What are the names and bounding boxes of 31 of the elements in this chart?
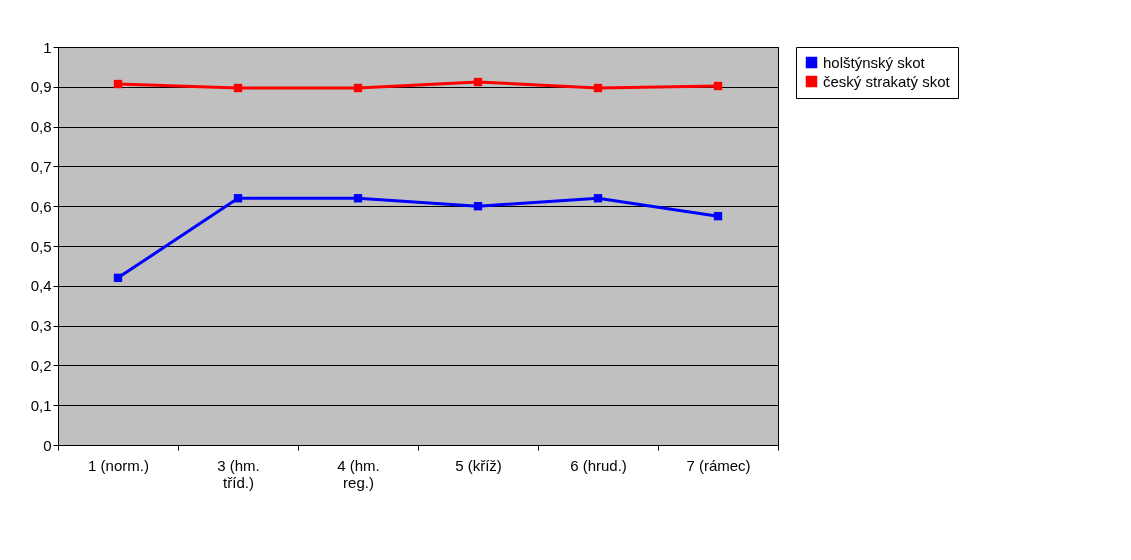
legend-label: holštýnský skot	[823, 53, 926, 71]
x-tick-label: 3 (hm. tříd.)	[217, 456, 260, 491]
y-tick-label: 0,8	[30, 118, 52, 136]
point	[113, 273, 123, 283]
point	[353, 194, 363, 203]
y-tick-label: 1	[43, 38, 52, 56]
point	[593, 194, 603, 203]
x-tick-label: 7 (rámec)	[686, 456, 751, 474]
point	[713, 211, 723, 221]
y-tick-label: 0,6	[30, 197, 52, 215]
y-tick-label: 0,3	[30, 317, 52, 335]
y-tick-label: 0,5	[30, 237, 52, 255]
point	[473, 77, 483, 87]
point	[113, 79, 123, 89]
point	[233, 194, 243, 203]
x-tick-label: 5 (kříž)	[455, 456, 502, 474]
point	[713, 81, 723, 91]
y-tick-label: 0,9	[30, 78, 52, 96]
y-tick-label: 0,2	[30, 356, 52, 374]
y-tick-label: 0,7	[30, 157, 52, 175]
y-tick-label: 0,1	[30, 396, 52, 414]
x-tick-label: 1 (norm.)	[88, 456, 149, 474]
x-tick-label: 4 (hm. reg.)	[337, 456, 380, 491]
point	[593, 83, 603, 93]
point	[353, 83, 363, 93]
point	[473, 202, 483, 211]
y-tick-label: 0,4	[30, 277, 52, 295]
point	[233, 83, 243, 93]
legend-label: český strakatý skot	[823, 72, 951, 90]
y-tick-label: 0	[43, 436, 52, 454]
x-tick-label: 6 (hrud.)	[570, 456, 627, 474]
